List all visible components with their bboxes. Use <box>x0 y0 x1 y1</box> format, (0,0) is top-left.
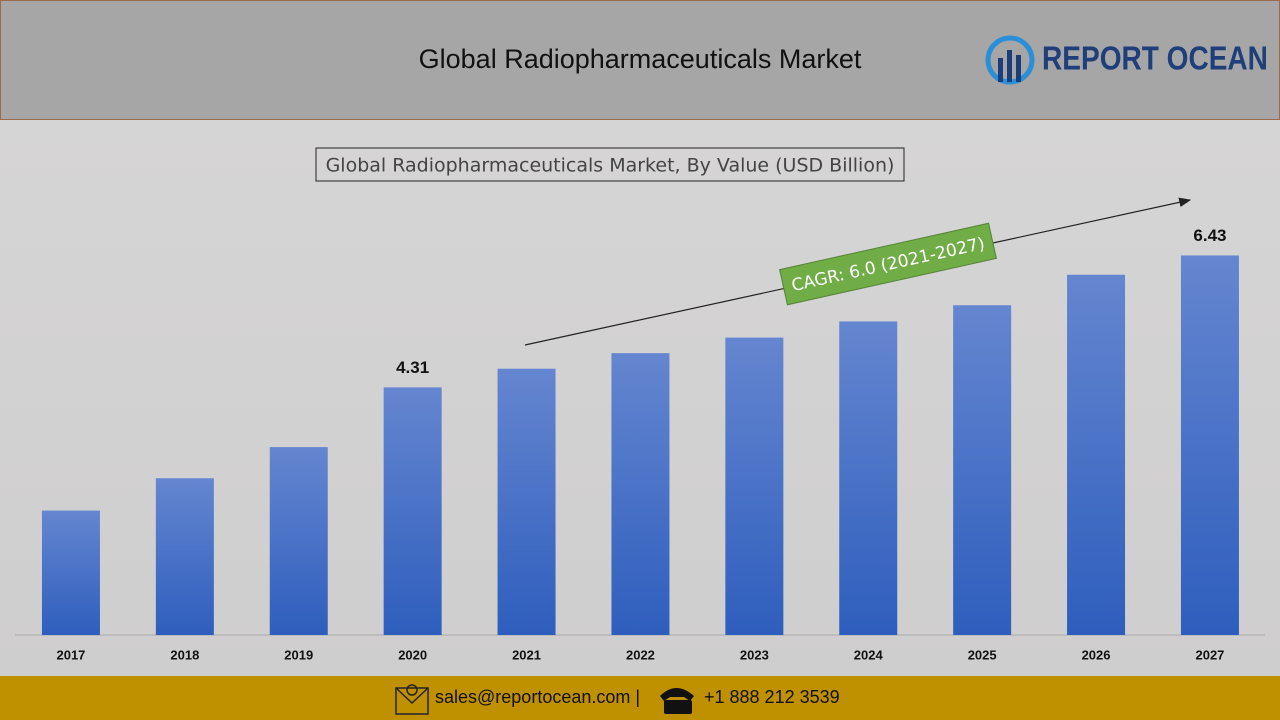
x-tick-label: 2019 <box>284 647 313 662</box>
header-title: Global Radiopharmaceuticals Market <box>419 44 862 74</box>
bar <box>1067 274 1126 635</box>
subtitle-box <box>315 147 905 182</box>
footer-email: sales@reportocean.com | <box>435 687 640 707</box>
cagr-box <box>779 222 997 306</box>
bar <box>953 305 1012 635</box>
mail-icon <box>395 684 429 715</box>
bar <box>41 510 100 635</box>
logo <box>985 35 1035 85</box>
bar <box>269 447 328 635</box>
bar <box>611 353 670 635</box>
value-label: 4.31 <box>396 358 429 377</box>
bar <box>839 321 898 635</box>
x-tick-label: 2025 <box>968 647 997 662</box>
bar <box>155 478 214 635</box>
x-tick-label: 2023 <box>740 647 769 662</box>
x-tick-label: 2024 <box>854 647 884 662</box>
brand: REPORT OCEAN <box>1042 41 1268 78</box>
x-tick-label: 2020 <box>398 647 427 662</box>
x-tick-label: 2026 <box>1082 647 1111 662</box>
footer-band <box>0 676 1280 720</box>
x-tick-label: 2022 <box>626 647 655 662</box>
header-band <box>0 0 1280 120</box>
x-tick-label: 2021 <box>512 647 541 662</box>
x-tick-label: 2017 <box>56 647 85 662</box>
x-tick-label: 2018 <box>170 647 199 662</box>
bar <box>725 337 784 635</box>
bar <box>1180 255 1239 635</box>
bar <box>383 387 442 635</box>
value-label: 6.43 <box>1193 226 1226 245</box>
x-tick-label: 2027 <box>1195 647 1224 662</box>
phone-icon <box>660 688 694 714</box>
footer-phone: +1 888 212 3539 <box>704 687 840 707</box>
chart-subtitle: Global Radiopharmaceuticals Market, By V… <box>326 155 895 177</box>
bar <box>497 368 556 635</box>
